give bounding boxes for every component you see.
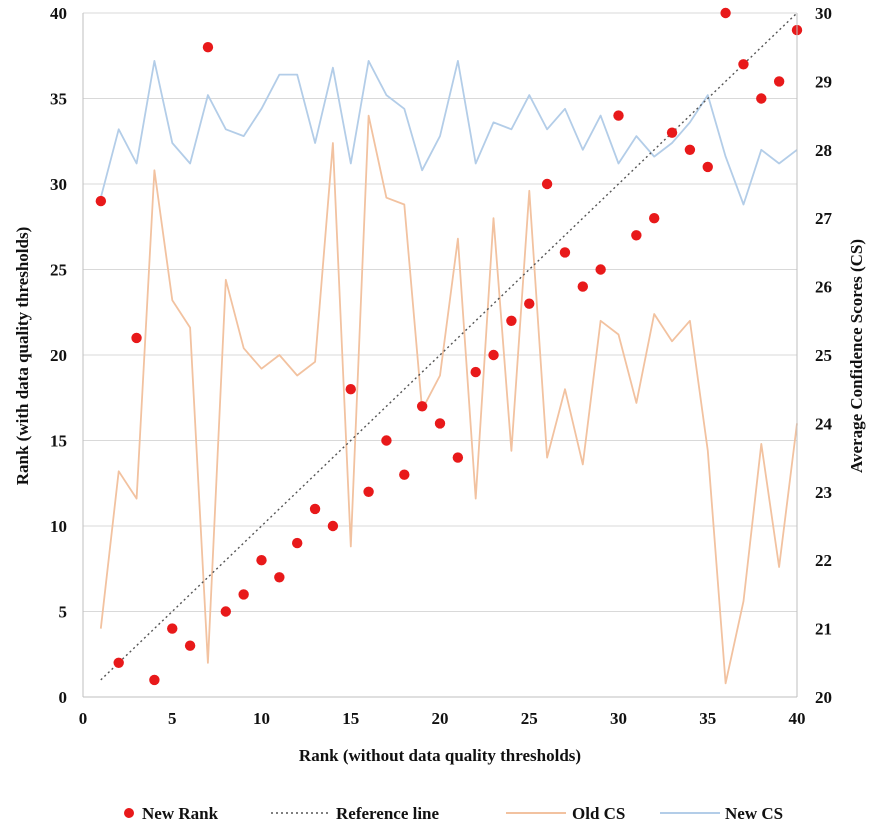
data-point-new-rank	[363, 486, 374, 497]
data-point-new-rank	[470, 366, 481, 378]
data-point-new-rank	[434, 418, 446, 429]
data-point-new-rank	[95, 195, 107, 207]
x-tick-label: 20	[432, 709, 449, 728]
x-tick-label: 30	[610, 709, 627, 728]
data-point-new-rank	[506, 315, 517, 326]
data-point-new-rank	[184, 640, 196, 651]
legend-label-old-cs: Old CS	[572, 804, 625, 823]
y2-axis-title: Average Confidence Scores (CS)	[847, 239, 866, 473]
y2-tick-label: 23	[815, 483, 832, 502]
y-tick-label: 40	[50, 4, 67, 23]
series-line-new-cs	[99, 60, 798, 206]
y-tick-label: 10	[50, 517, 67, 536]
data-point-new-rank	[720, 7, 731, 19]
y2-tick-label: 27	[815, 209, 833, 228]
data-point-new-rank	[309, 503, 321, 515]
legend-label-new-rank: New Rank	[142, 804, 219, 823]
y-tick-label: 5	[59, 603, 68, 622]
data-point-new-rank	[416, 401, 428, 412]
data-point-new-rank	[738, 59, 749, 70]
x-tick-label: 25	[521, 709, 538, 728]
y2-tick-label: 30	[815, 4, 832, 23]
x-tick-label: 15	[342, 709, 359, 728]
x-tick-label: 35	[699, 709, 716, 728]
y2-tick-label: 22	[815, 551, 832, 570]
legend: New Rank Reference line Old CS New CS	[124, 804, 783, 823]
x-axis-title: Rank (without data quality thresholds)	[299, 746, 581, 765]
x-tick-label: 10	[253, 709, 270, 728]
data-point-new-rank	[684, 144, 696, 155]
y2-tick-label: 20	[815, 688, 832, 707]
data-point-new-rank	[113, 657, 124, 668]
y2-tick-label: 29	[815, 72, 832, 91]
data-point-new-rank	[773, 76, 785, 87]
data-point-new-rank	[649, 213, 660, 224]
x-tick-label: 5	[168, 709, 177, 728]
data-point-new-rank	[452, 452, 464, 463]
axes	[82, 13, 798, 698]
legend-label-reference-line: Reference line	[336, 804, 440, 823]
data-point-new-rank	[756, 93, 767, 104]
legend-label-new-cs: New CS	[725, 804, 783, 823]
data-point-new-rank	[613, 110, 624, 121]
y2-tick-label: 25	[815, 346, 832, 365]
y-tick-label: 35	[50, 90, 67, 109]
y-tick-label: 25	[50, 261, 67, 280]
x-tick-label: 40	[789, 709, 806, 728]
y-tick-label: 15	[50, 432, 67, 451]
data-point-new-rank	[238, 589, 249, 600]
data-point-new-rank	[167, 623, 178, 634]
data-point-new-rank	[541, 178, 553, 190]
data-point-new-rank	[381, 435, 392, 446]
y-axis-title: Rank (with data quality thresholds)	[13, 227, 32, 486]
y-tick-label: 0	[59, 688, 68, 707]
data-point-new-rank	[595, 264, 606, 275]
data-point-new-rank	[702, 161, 713, 173]
x-tick-label: 0	[79, 709, 88, 728]
data-point-new-rank	[292, 537, 303, 549]
data-point-new-rank	[202, 42, 214, 53]
data-point-new-rank	[524, 298, 535, 309]
data-point-new-rank	[274, 572, 285, 583]
data-point-new-rank	[559, 247, 571, 258]
y2-tick-label: 24	[815, 414, 833, 433]
plot-area	[95, 7, 803, 686]
y-tick-label: 30	[50, 175, 67, 194]
gridlines	[83, 12, 797, 698]
series-line-reference-line	[100, 12, 798, 681]
data-point-new-rank	[577, 281, 588, 292]
data-point-new-rank	[399, 469, 410, 480]
data-point-new-rank	[327, 520, 339, 532]
data-point-new-rank	[220, 606, 231, 617]
y2-tick-label: 28	[815, 141, 832, 160]
data-point-new-rank	[666, 127, 678, 138]
series-line-old-cs	[99, 114, 798, 685]
y2-tick-label: 21	[815, 620, 832, 639]
data-point-new-rank	[131, 332, 142, 344]
data-point-new-rank	[345, 384, 356, 395]
y-tick-label: 20	[50, 346, 67, 365]
y2-tick-label: 26	[815, 278, 832, 297]
data-point-new-rank	[256, 555, 267, 566]
legend-marker-new-rank	[124, 808, 134, 818]
data-point-new-rank	[631, 230, 642, 241]
data-point-new-rank	[488, 349, 499, 361]
data-point-new-rank	[149, 674, 160, 686]
tick-labels: 0 5 10 15 20 25 30 35 40 0 5 10 15 20 25 30 35 40 20 21 22 23…	[50, 4, 833, 728]
